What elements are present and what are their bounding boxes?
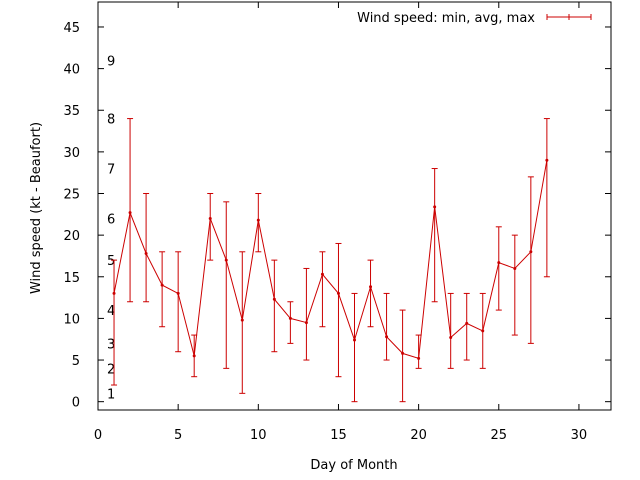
y-tick-label: 5 xyxy=(72,354,80,369)
avg-series-line xyxy=(113,160,548,360)
beaufort-label: 3 xyxy=(107,337,115,352)
avg-point xyxy=(160,283,164,287)
y-tick-label: 45 xyxy=(63,21,80,36)
beaufort-label: 7 xyxy=(107,163,115,178)
avg-point xyxy=(192,354,196,358)
x-axis: 0 5 10 15 20 25 30 xyxy=(94,2,587,443)
avg-point xyxy=(272,297,276,301)
avg-line xyxy=(112,158,549,360)
avg-point xyxy=(545,158,549,162)
avg-point xyxy=(256,218,260,222)
avg-point xyxy=(353,338,356,342)
avg-point xyxy=(240,318,244,322)
avg-point xyxy=(465,321,469,325)
avg-point xyxy=(144,251,148,255)
beaufort-label: 1 xyxy=(107,387,115,402)
x-tick-label: 20 xyxy=(410,428,427,443)
y-tick-label: 30 xyxy=(63,146,80,161)
avg-point xyxy=(433,205,437,209)
avg-point xyxy=(369,285,373,289)
x-tick-label: 0 xyxy=(94,428,102,443)
legend-sample xyxy=(546,14,592,20)
y-tick-label: 40 xyxy=(63,63,80,78)
beaufort-label: 2 xyxy=(107,362,115,377)
x-tick-label: 10 xyxy=(250,428,267,443)
x-tick-label: 30 xyxy=(571,428,588,443)
avg-point xyxy=(449,336,453,340)
y-tick-label: 35 xyxy=(63,104,80,119)
y-axis-label: Wind speed (kt - Beaufort) xyxy=(29,122,44,294)
beaufort-scale: 1 2 3 4 5 6 7 8 9 xyxy=(107,54,115,402)
avg-point xyxy=(304,321,308,325)
x-axis-label: Day of Month xyxy=(310,458,397,473)
avg-point xyxy=(497,261,501,265)
avg-point xyxy=(176,291,180,295)
avg-point xyxy=(288,316,292,320)
avg-point xyxy=(529,250,533,254)
beaufort-label: 5 xyxy=(107,254,115,269)
x-tick-label: 25 xyxy=(491,428,508,443)
avg-point xyxy=(320,272,324,276)
plot-frame xyxy=(97,1,612,411)
avg-point xyxy=(128,211,132,215)
y-tick-label: 10 xyxy=(63,312,80,327)
beaufort-label: 9 xyxy=(107,54,115,69)
y-tick-label: 0 xyxy=(72,396,80,411)
avg-point xyxy=(112,291,116,295)
avg-point xyxy=(208,216,212,220)
avg-point xyxy=(336,291,340,295)
x-tick-label: 15 xyxy=(330,428,347,443)
legend: Wind speed: min, avg, max xyxy=(357,11,592,26)
avg-point xyxy=(401,351,405,355)
y-tick-label: 15 xyxy=(63,271,80,286)
avg-point xyxy=(513,266,517,270)
beaufort-label: 8 xyxy=(107,113,115,128)
y-tick-label: 25 xyxy=(63,188,80,203)
avg-point xyxy=(417,356,421,360)
y-tick-label: 20 xyxy=(63,229,80,244)
legend-label: Wind speed: min, avg, max xyxy=(357,11,535,26)
error-bars xyxy=(111,118,550,403)
beaufort-label: 6 xyxy=(107,212,115,227)
avg-point xyxy=(481,329,485,333)
avg-point xyxy=(385,335,389,339)
beaufort-label: 4 xyxy=(107,304,115,319)
x-tick-label: 5 xyxy=(174,428,182,443)
avg-point xyxy=(224,258,228,262)
